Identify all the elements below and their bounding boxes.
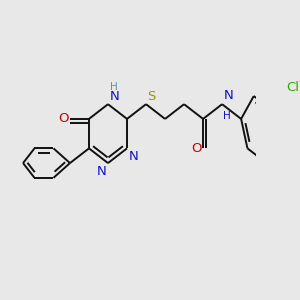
- Text: S: S: [147, 90, 155, 103]
- Text: N: N: [128, 150, 138, 163]
- Text: N: N: [224, 88, 233, 102]
- Text: N: N: [97, 165, 107, 178]
- Text: Cl: Cl: [287, 81, 300, 94]
- Text: H: H: [224, 111, 231, 122]
- Text: N: N: [110, 90, 120, 103]
- Text: O: O: [191, 142, 202, 155]
- Text: H: H: [110, 82, 118, 92]
- Text: O: O: [58, 112, 69, 125]
